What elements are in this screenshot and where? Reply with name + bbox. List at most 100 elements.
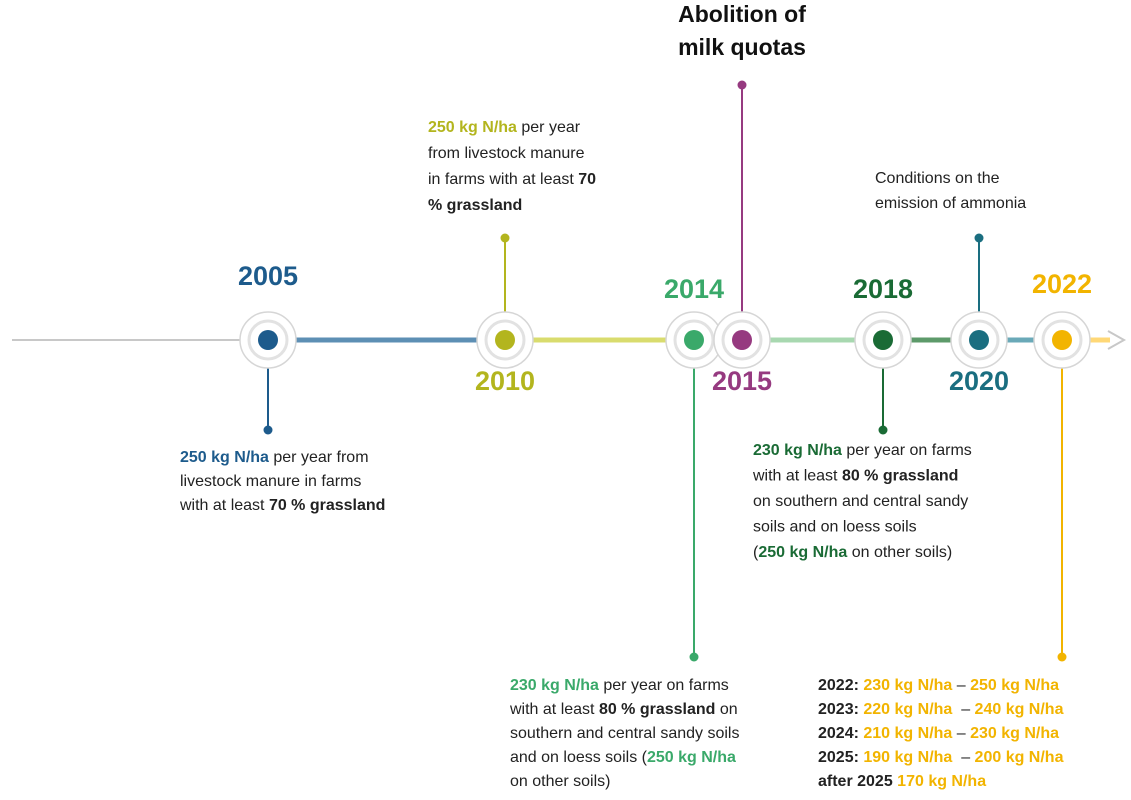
year-label: 2018	[853, 274, 913, 304]
text-run: 80 % grassland	[599, 701, 716, 718]
node-dot	[873, 330, 893, 350]
text-run: 230 kg N/ha	[753, 442, 842, 459]
connector-dot	[974, 233, 984, 243]
text-run: 240 kg N/ha	[975, 701, 1064, 718]
description-line: 230 kg N/ha per year on farms	[753, 442, 972, 459]
description-line: 250 kg N/ha per year from	[180, 449, 369, 466]
description-line: on other soils)	[510, 773, 611, 790]
text-run: 250 kg N/ha	[647, 749, 736, 766]
text-run: 250 kg N/ha	[180, 449, 269, 466]
text-run: 2023:	[818, 701, 863, 718]
description-line: 2025: 190 kg N/ha – 200 kg N/ha	[818, 749, 1064, 766]
description-line: 2023: 220 kg N/ha – 240 kg N/ha	[818, 701, 1064, 718]
description-line: % grassland	[428, 197, 522, 214]
text-run: per year on farms	[599, 677, 729, 694]
text-run: 230 kg N/ha	[863, 677, 952, 694]
text-run: 70 % grassland	[269, 497, 386, 514]
text-run: Conditions on the	[875, 170, 1000, 187]
text-run: per year from	[269, 449, 369, 466]
text-run: on	[715, 701, 737, 718]
text-run: 2022:	[818, 677, 863, 694]
description-line: with at least 80 % grassland	[752, 468, 958, 485]
description-line: 2022: 230 kg N/ha – 250 kg N/ha	[818, 677, 1059, 694]
description-line: milk quotas	[678, 34, 806, 60]
text-run: on other soils)	[847, 544, 952, 561]
node-dot	[684, 330, 704, 350]
text-run: 230 kg N/ha	[970, 725, 1059, 742]
text-run: 230 kg N/ha	[510, 677, 599, 694]
description-line: southern and central sandy soils	[510, 725, 739, 742]
text-run: per year	[517, 119, 581, 136]
description-line: on southern and central sandy	[753, 493, 968, 510]
text-run: with at least	[179, 497, 269, 514]
description-line: soils and on loess soils	[753, 519, 917, 536]
text-run: % grassland	[428, 197, 522, 214]
text-run: on southern and central sandy	[753, 493, 968, 510]
description-line: Abolition of	[678, 1, 806, 27]
text-run: (	[753, 544, 759, 561]
text-run: with at least	[752, 468, 842, 485]
text-run: and on loess soils (	[510, 749, 648, 766]
text-run: milk quotas	[678, 34, 806, 60]
text-run: livestock manure in farms	[180, 473, 361, 490]
connector-dot	[878, 425, 888, 435]
text-run: after 2025	[818, 773, 897, 790]
description-line: after 2025 170 kg N/ha	[818, 773, 986, 790]
text-run: 80 % grassland	[842, 468, 959, 485]
text-run: 210 kg N/ha	[863, 725, 952, 742]
text-run: 250 kg N/ha	[428, 119, 517, 136]
year-label: 2015	[712, 366, 772, 396]
text-run: emission of ammonia	[875, 195, 1026, 212]
text-run: from livestock manure	[428, 145, 585, 162]
text-run: 200 kg N/ha	[975, 749, 1064, 766]
text-run: southern and central sandy soils	[510, 725, 739, 742]
text-run: –	[952, 749, 974, 766]
connector-dot	[737, 80, 747, 90]
description-line: from livestock manure	[428, 145, 585, 162]
year-label: 2005	[238, 261, 298, 291]
year-label: 2020	[949, 366, 1009, 396]
node-dot	[732, 330, 752, 350]
text-run: 2025:	[818, 749, 863, 766]
node-dot	[495, 330, 515, 350]
description-line: 230 kg N/ha per year on farms	[510, 677, 729, 694]
connector-dot	[689, 652, 699, 662]
text-run: 250 kg N/ha	[970, 677, 1059, 694]
text-run: 220 kg N/ha	[863, 701, 952, 718]
description-line: emission of ammonia	[875, 195, 1026, 212]
year-label: 2022	[1032, 269, 1092, 299]
description-line: Conditions on the	[875, 170, 1000, 187]
text-run: per year on farms	[842, 442, 972, 459]
node-dot	[969, 330, 989, 350]
text-run: –	[952, 725, 970, 742]
connector-dot	[500, 233, 510, 243]
text-run: Abolition of	[678, 1, 806, 27]
text-run: 250 kg N/ha	[758, 544, 847, 561]
description-line: 250 kg N/ha per year	[428, 119, 581, 136]
connector-dot	[263, 425, 273, 435]
text-run: on other soils)	[510, 773, 611, 790]
year-label: 2014	[664, 274, 724, 304]
node-dot	[258, 330, 278, 350]
connector-dot	[1057, 652, 1067, 662]
text-run: 70	[578, 171, 596, 188]
text-run: –	[952, 701, 974, 718]
year-label: 2010	[475, 366, 535, 396]
description-line: livestock manure in farms	[180, 473, 361, 490]
text-run: 170 kg N/ha	[897, 773, 986, 790]
description-line: in farms with at least 70	[428, 171, 596, 188]
text-run: soils and on loess soils	[753, 519, 917, 536]
description-line: (250 kg N/ha on other soils)	[753, 544, 952, 561]
description-line: 2024: 210 kg N/ha – 230 kg N/ha	[818, 725, 1059, 742]
description-line: with at least 80 % grassland on	[509, 701, 738, 718]
text-run: 190 kg N/ha	[863, 749, 952, 766]
text-run: in farms with at least	[428, 171, 578, 188]
axis-arrow	[1107, 330, 1127, 350]
node-dot	[1052, 330, 1072, 350]
text-run: 2024:	[818, 725, 863, 742]
description-line: with at least 70 % grassland	[179, 497, 385, 514]
text-run: –	[952, 677, 970, 694]
text-run: with at least	[509, 701, 599, 718]
description-line: and on loess soils (250 kg N/ha	[510, 749, 736, 766]
